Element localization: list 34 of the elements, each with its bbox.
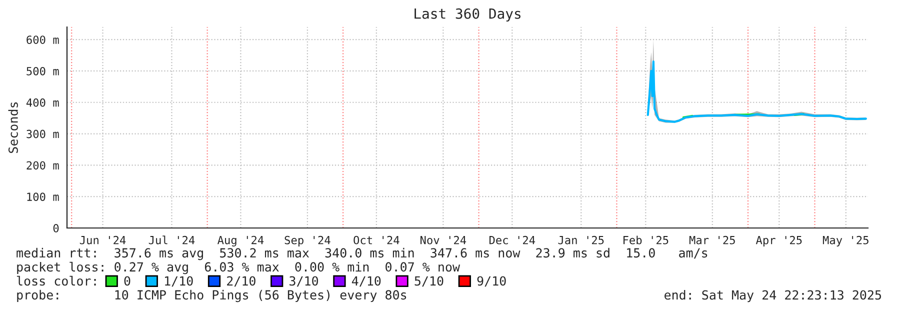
legend-label: 3/10 xyxy=(290,276,318,287)
y-tick-label: 500 m xyxy=(26,66,59,76)
x-tick-label: Apr '25 xyxy=(756,236,802,246)
text: probe: 10 ICMP Echo Pings (56 Bytes) every 80s xyxy=(17,290,406,302)
chart-title: Last 360 Days xyxy=(414,8,520,22)
x-tick-label: Jan '25 xyxy=(558,236,604,244)
x-tick-label: Dec '24 xyxy=(489,236,536,244)
y-tick-label: 0 xyxy=(53,224,59,232)
y-tick-label: 600 m xyxy=(26,36,59,44)
x-tick-label: Jul '24 xyxy=(148,236,195,244)
x-tick-label: Sep '24 xyxy=(284,236,330,246)
legend-label: 0 xyxy=(124,276,130,286)
text: median rtt: 357.6 ms avg 530.2 ms max 340.0 ms min 347.6 ms now 23.9 ms sd 15.0 am/s xyxy=(16,248,708,260)
y-axis-title: Seconds xyxy=(8,102,18,153)
legend-label: 2/10 xyxy=(227,276,256,287)
y-tick-label: 300 m xyxy=(26,130,59,138)
line-series xyxy=(646,60,867,123)
x-tick-label: May '25 xyxy=(822,236,868,246)
x-tick-label: Mar '25 xyxy=(689,236,735,244)
x-tick-label: Feb '25 xyxy=(624,236,668,244)
y-tick-label: 200 m xyxy=(26,161,59,170)
text: loss color: xyxy=(16,276,96,286)
x-tick-label: Oct '24 xyxy=(354,236,400,244)
legend-label: 4/10 xyxy=(352,276,381,287)
x-tick-label: Aug '24 xyxy=(217,236,264,246)
legend-label: 5/10 xyxy=(414,276,444,287)
x-tick-label: Jun '24 xyxy=(80,236,126,244)
y-tick-label: 400 m xyxy=(26,98,59,107)
x-tick-label: Nov '24 xyxy=(420,236,466,244)
text: packet loss: 0.27 % avg 6.03 % max 0.00 % min 0.07 % now xyxy=(17,262,460,274)
legend-label: 9/10 xyxy=(477,276,506,287)
text: end: Sat May 24 22:23:13 2025 xyxy=(664,290,882,302)
legend-label: 1/10 xyxy=(165,276,193,287)
y-tick-label: 100 m xyxy=(27,192,59,202)
